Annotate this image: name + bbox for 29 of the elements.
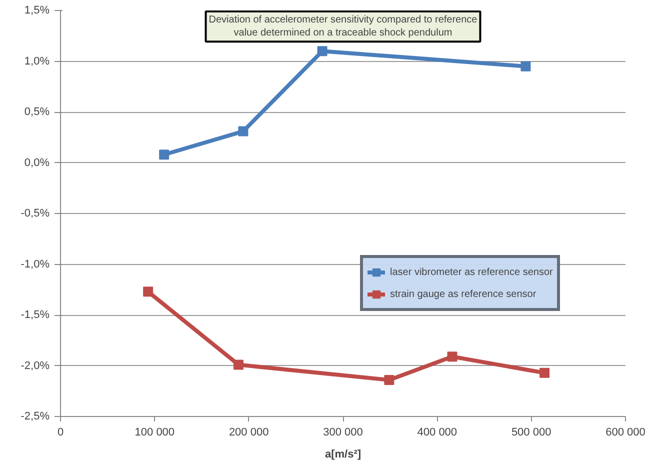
x-tick-label: 200 000 bbox=[228, 426, 269, 438]
point bbox=[520, 61, 531, 72]
point bbox=[233, 360, 244, 370]
point bbox=[159, 150, 170, 160]
text: Deviation of accelerometer sensitivity compared to reference value determined on a traceable shock pendulum bbox=[208, 14, 478, 39]
y-tick-label: -2,0% bbox=[20, 360, 50, 372]
y-tick-label: 1,5% bbox=[24, 4, 50, 16]
point bbox=[317, 46, 328, 56]
legend-label: strain gauge as reference sensor bbox=[390, 288, 536, 300]
legend-label: laser vibrometer as reference sensor bbox=[390, 266, 553, 278]
point bbox=[384, 374, 394, 385]
y-tick-label: 0,0% bbox=[24, 156, 50, 169]
x-tick-label: 500 000 bbox=[511, 426, 552, 438]
point bbox=[540, 368, 550, 378]
y-tick-label: -0,5% bbox=[20, 208, 50, 220]
point bbox=[143, 286, 154, 297]
x-tick-label: 0 bbox=[57, 426, 64, 438]
point bbox=[238, 126, 248, 136]
y-tick-label: -1,5% bbox=[20, 309, 50, 321]
y-tick-label: 0,5% bbox=[24, 106, 50, 118]
y-tick-label: -2,5% bbox=[20, 410, 50, 422]
x-axis-title: a[m/s²] bbox=[324, 448, 362, 460]
x-tick-label: 400 000 bbox=[417, 426, 458, 438]
y-tick-label: -1,0% bbox=[20, 258, 50, 270]
point bbox=[447, 352, 458, 362]
y-tick-label: 1,0% bbox=[24, 55, 50, 68]
x-tick-label: 600 000 bbox=[606, 426, 646, 438]
x-tick-label: 300 000 bbox=[323, 426, 363, 438]
x-tick-label: 100 000 bbox=[134, 426, 175, 438]
